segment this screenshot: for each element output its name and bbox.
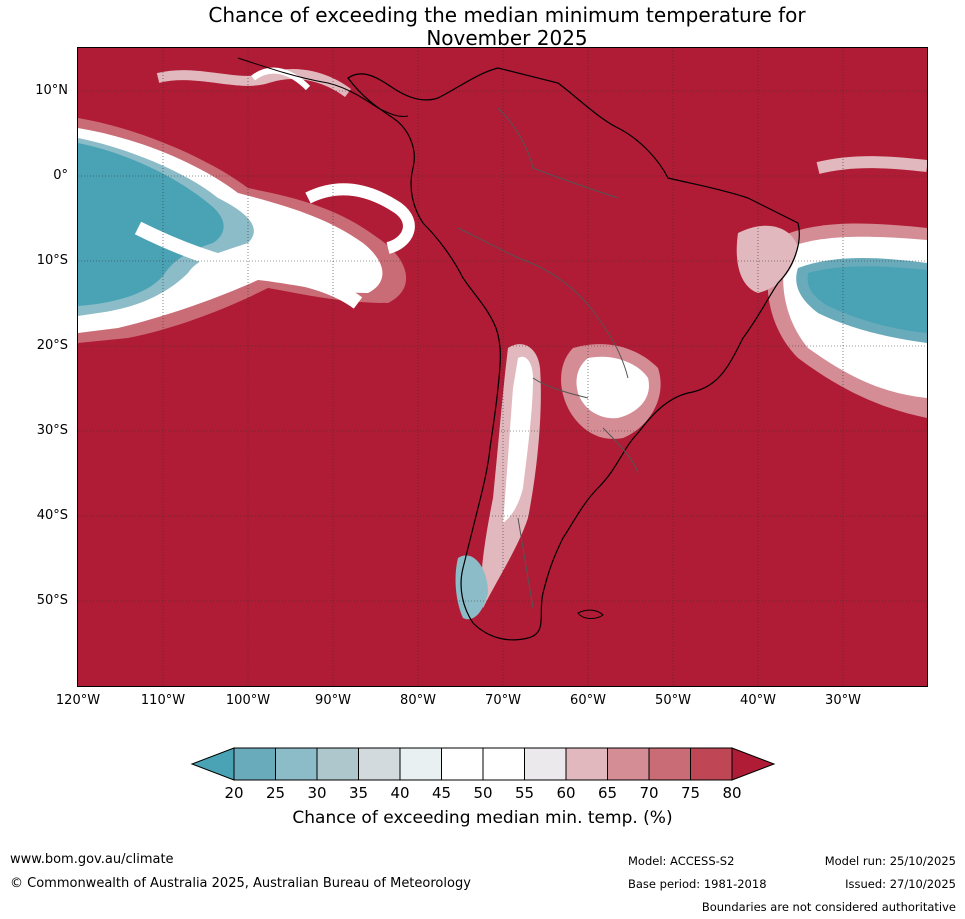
lat-label-50s: 50°S xyxy=(36,593,68,608)
colorbar-tick-label: 50 xyxy=(473,784,493,802)
probability-map xyxy=(77,47,928,687)
colorbar-cell xyxy=(233,747,276,781)
model-run-text: Model run: 25/10/2025 xyxy=(824,854,956,868)
country-borders xyxy=(457,107,639,609)
colorbar-tick-label: 75 xyxy=(680,784,701,802)
lon-label-60w: 60°W xyxy=(570,693,606,708)
colorbar-tick-label: 80 xyxy=(722,784,742,802)
colorbar-tick-label: 35 xyxy=(348,784,369,802)
title-line-2: November 2025 xyxy=(426,26,588,50)
colorbar-cell xyxy=(565,747,608,781)
colorbar-cell xyxy=(358,747,401,781)
issued-text: Issued: 27/10/2025 xyxy=(845,877,956,891)
colorbar-cell xyxy=(482,747,525,781)
colorbar-cell xyxy=(607,747,650,781)
lon-label-50w: 50°W xyxy=(655,693,691,708)
base-period-text: Base period: 1981-2018 xyxy=(628,877,767,891)
colorbar-tick-label: 30 xyxy=(307,784,327,802)
colorbar-title: Chance of exceeding median min. temp. (%… xyxy=(292,808,673,828)
colorbar-tick-label: 45 xyxy=(431,784,452,802)
lat-label-10s: 10°S xyxy=(36,253,68,268)
lat-label-0: 0° xyxy=(53,168,68,183)
ne-brazil-anomaly xyxy=(736,225,798,293)
colorbar-cell xyxy=(441,747,484,781)
map-title: Chance of exceeding the median minimum t… xyxy=(0,4,965,50)
colorbar-cell xyxy=(275,747,318,781)
colorbar-tick-label: 70 xyxy=(639,784,659,802)
colorbar xyxy=(190,747,776,781)
colorbar-cell xyxy=(399,747,442,781)
colorbar-tick-label: 60 xyxy=(556,784,576,802)
lon-label-80w: 80°W xyxy=(400,693,436,708)
colorbar-cell xyxy=(316,747,359,781)
falklands-outline xyxy=(577,609,604,619)
lat-label-20s: 20°S xyxy=(36,338,68,353)
lat-label-30s: 30°S xyxy=(36,423,68,438)
colorbar-tick-label: 65 xyxy=(597,784,618,802)
lon-label-90w: 90°W xyxy=(315,693,351,708)
lon-label-40w: 40°W xyxy=(740,693,776,708)
lat-label-40s: 40°S xyxy=(36,508,68,523)
colorbar-tick-label: 40 xyxy=(390,784,410,802)
lon-label-120w: 120°W xyxy=(55,693,101,708)
colorbar-cell xyxy=(648,747,691,781)
colorbar-cell xyxy=(690,747,733,781)
south-america-coastline xyxy=(347,67,800,641)
lon-label-110w: 110°W xyxy=(140,693,186,708)
title-line-1: Chance of exceeding the median minimum t… xyxy=(208,3,806,27)
east-pacific-cool-anomaly xyxy=(78,67,415,343)
disclaimer-text: Boundaries are not considered authoritat… xyxy=(701,900,956,914)
lon-label-70w: 70°W xyxy=(485,693,521,708)
colorbar-tick-label: 25 xyxy=(265,784,286,802)
map-canvas xyxy=(78,48,927,686)
lat-label-10n: 10°N xyxy=(35,83,68,98)
lon-label-30w: 30°W xyxy=(825,693,861,708)
colorbar-cell xyxy=(524,747,567,781)
colorbar-tick-label: 20 xyxy=(224,784,244,802)
atlantic-cool-anomaly xyxy=(767,156,927,418)
central-america-coastline xyxy=(237,57,409,117)
lon-label-100w: 100°W xyxy=(225,693,271,708)
graticule xyxy=(78,48,927,686)
copyright-text: © Commonwealth of Australia 2025, Austra… xyxy=(10,876,471,891)
colorbar-tick-label: 55 xyxy=(514,784,535,802)
website-link[interactable]: www.bom.gov.au/climate xyxy=(10,852,174,867)
model-text: Model: ACCESS-S2 xyxy=(628,854,735,868)
